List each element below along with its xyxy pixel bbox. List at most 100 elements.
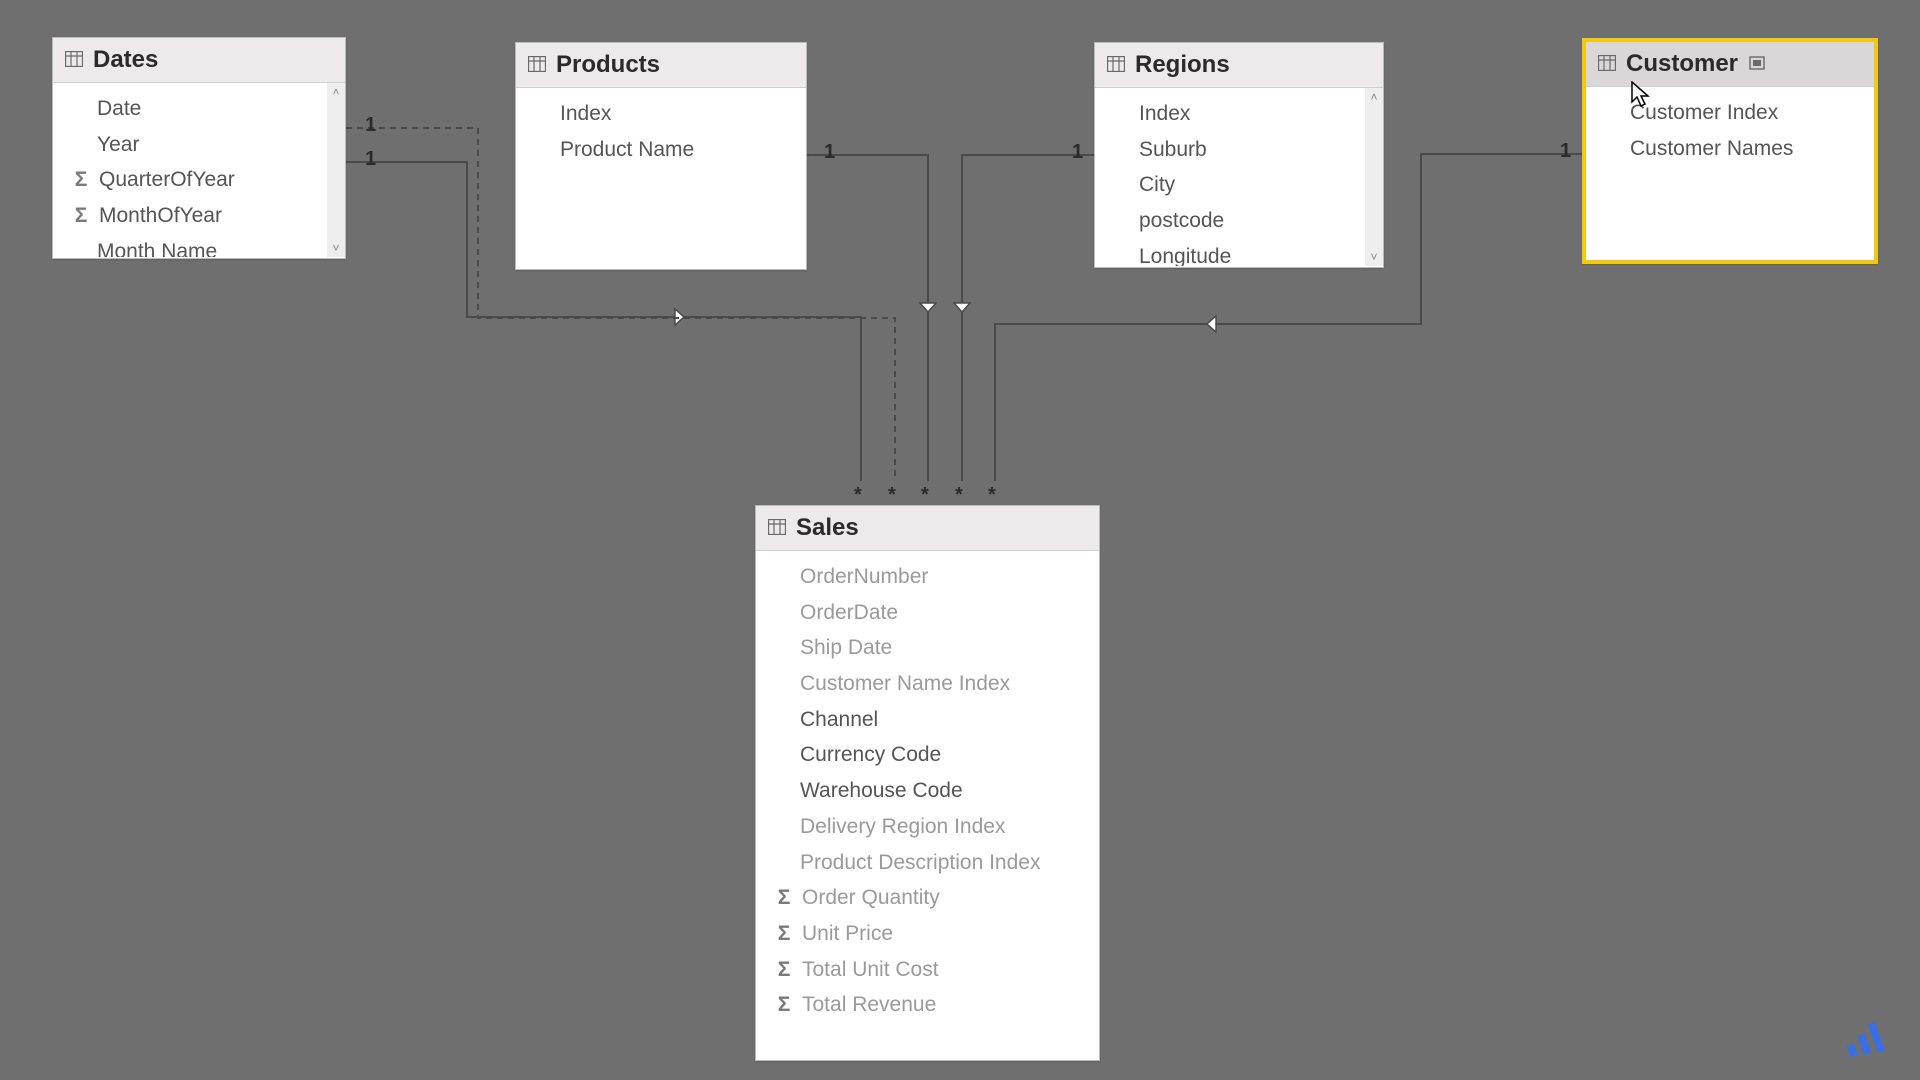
scroll-down-button[interactable]: ˅ (1365, 248, 1383, 266)
field-label: Delivery Region Index (800, 809, 1005, 845)
field-row[interactable]: ΣMonthOfYear (71, 198, 341, 234)
field-row[interactable]: ΣTotal Revenue (774, 987, 1095, 1023)
scroll-up-button[interactable]: ˄ (327, 83, 345, 101)
table-card-sales[interactable]: Sales OrderNumberOrderDateShip DateCustom… (755, 505, 1100, 1061)
edna-logo-icon (1842, 1014, 1890, 1062)
field-label: postcode (1139, 203, 1224, 239)
field-row[interactable]: City (1113, 167, 1379, 203)
field-row[interactable]: Channel (774, 702, 1095, 738)
table-header-products[interactable]: Products (516, 43, 806, 88)
field-label: OrderDate (800, 595, 898, 631)
table-header-regions[interactable]: Regions (1095, 43, 1383, 88)
field-label: Warehouse Code (800, 773, 963, 809)
table-icon (768, 514, 786, 542)
table-title: Customer (1626, 50, 1738, 78)
field-row[interactable]: OrderDate (774, 595, 1095, 631)
table-card-regions[interactable]: Regions IndexSuburbCitypostcodeLongitude ˄… (1094, 42, 1384, 268)
field-label: Order Quantity (802, 880, 940, 916)
field-row[interactable]: ΣOrder Quantity (774, 880, 1095, 916)
table-card-dates[interactable]: Dates DateYearΣQuarterOfYearΣMonthOfYearM… (52, 37, 346, 259)
field-row[interactable]: Index (1113, 96, 1379, 132)
field-row[interactable]: Ship Date (774, 630, 1095, 666)
table-header-dates[interactable]: Dates (53, 38, 345, 83)
cardinality-one-label: 1 (824, 141, 835, 164)
field-row[interactable]: Longitude (1113, 239, 1379, 266)
cardinality-many-label: * (888, 484, 896, 507)
visibility-toggle-icon[interactable] (1748, 50, 1766, 78)
table-icon (528, 51, 546, 79)
field-row[interactable]: Month Name (71, 234, 341, 257)
table-title: Sales (796, 514, 859, 542)
table-card-products[interactable]: Products IndexProduct Name (515, 42, 807, 270)
field-label: Customer Index (1630, 95, 1778, 131)
field-row[interactable]: Delivery Region Index (774, 809, 1095, 845)
sigma-icon: Σ (71, 162, 91, 198)
cardinality-one-label: 1 (1560, 140, 1571, 163)
field-label: Customer Name Index (800, 666, 1010, 702)
field-label: OrderNumber (800, 559, 928, 595)
field-label: Date (97, 91, 141, 127)
field-row[interactable]: ΣTotal Unit Cost (774, 952, 1095, 988)
diagram-canvas[interactable]: 1*1*1*1*1* DatesDateYearΣQuarterOfYearΣM… (0, 0, 1920, 1080)
field-row[interactable]: Customer Index (1604, 95, 1870, 131)
cardinality-many-label: * (955, 484, 963, 507)
table-body: OrderNumberOrderDateShip DateCustomer Na… (756, 551, 1099, 1059)
field-row[interactable]: ΣQuarterOfYear (71, 162, 341, 198)
field-label: MonthOfYear (99, 198, 222, 234)
cardinality-one-label: 1 (365, 114, 376, 137)
field-label: QuarterOfYear (99, 162, 235, 198)
field-label: City (1139, 167, 1175, 203)
field-label: Currency Code (800, 737, 941, 773)
sigma-icon: Σ (774, 880, 794, 916)
field-label: Total Unit Cost (802, 952, 939, 988)
field-row[interactable]: Product Name (534, 132, 802, 168)
cardinality-many-label: * (854, 484, 862, 507)
field-row[interactable]: Customer Name Index (774, 666, 1095, 702)
table-icon (65, 46, 83, 74)
field-row[interactable]: Warehouse Code (774, 773, 1095, 809)
field-label: Index (1139, 96, 1190, 132)
table-header-customer[interactable]: Customer (1586, 42, 1874, 87)
field-label: Suburb (1139, 132, 1207, 168)
table-card-customer[interactable]: Customer Customer IndexCustomer Names (1582, 38, 1878, 264)
cardinality-one-label: 1 (365, 148, 376, 171)
table-body: DateYearΣQuarterOfYearΣMonthOfYearMonth … (53, 83, 345, 257)
field-label: Year (97, 127, 139, 163)
field-row[interactable]: Suburb (1113, 132, 1379, 168)
field-row[interactable]: Currency Code (774, 737, 1095, 773)
field-row[interactable]: Customer Names (1604, 131, 1870, 167)
table-icon (1107, 51, 1125, 79)
sigma-icon: Σ (774, 952, 794, 988)
scroll-up-button[interactable]: ˄ (1365, 88, 1383, 106)
field-row[interactable]: OrderNumber (774, 559, 1095, 595)
field-label: Customer Names (1630, 131, 1793, 167)
field-label: Ship Date (800, 630, 892, 666)
table-title: Regions (1135, 51, 1230, 79)
field-label: Total Revenue (802, 987, 936, 1023)
field-row[interactable]: ΣUnit Price (774, 916, 1095, 952)
scrollbar[interactable]: ˄˅ (327, 83, 345, 257)
table-icon (1598, 50, 1616, 78)
table-body: Customer IndexCustomer Names (1586, 87, 1874, 265)
table-body: IndexSuburbCitypostcodeLongitude˄˅ (1095, 88, 1383, 266)
field-row[interactable]: Date (71, 91, 341, 127)
field-label: Index (560, 96, 611, 132)
field-row[interactable]: postcode (1113, 203, 1379, 239)
field-row[interactable]: Year (71, 127, 341, 163)
field-label: Channel (800, 702, 878, 738)
field-row[interactable]: Index (534, 96, 802, 132)
scrollbar[interactable]: ˄˅ (1365, 88, 1383, 266)
field-row[interactable]: Product Description Index (774, 845, 1095, 881)
scroll-down-button[interactable]: ˅ (327, 239, 345, 257)
table-body: IndexProduct Name (516, 88, 806, 268)
cardinality-many-label: * (988, 484, 996, 507)
table-title: Products (556, 51, 660, 79)
field-label: Product Description Index (800, 845, 1040, 881)
table-title: Dates (93, 46, 158, 74)
sigma-icon: Σ (774, 916, 794, 952)
field-label: Product Name (560, 132, 694, 168)
table-header-sales[interactable]: Sales (756, 506, 1099, 551)
field-label: Unit Price (802, 916, 893, 952)
field-label: Longitude (1139, 239, 1231, 266)
sigma-icon: Σ (71, 198, 91, 234)
